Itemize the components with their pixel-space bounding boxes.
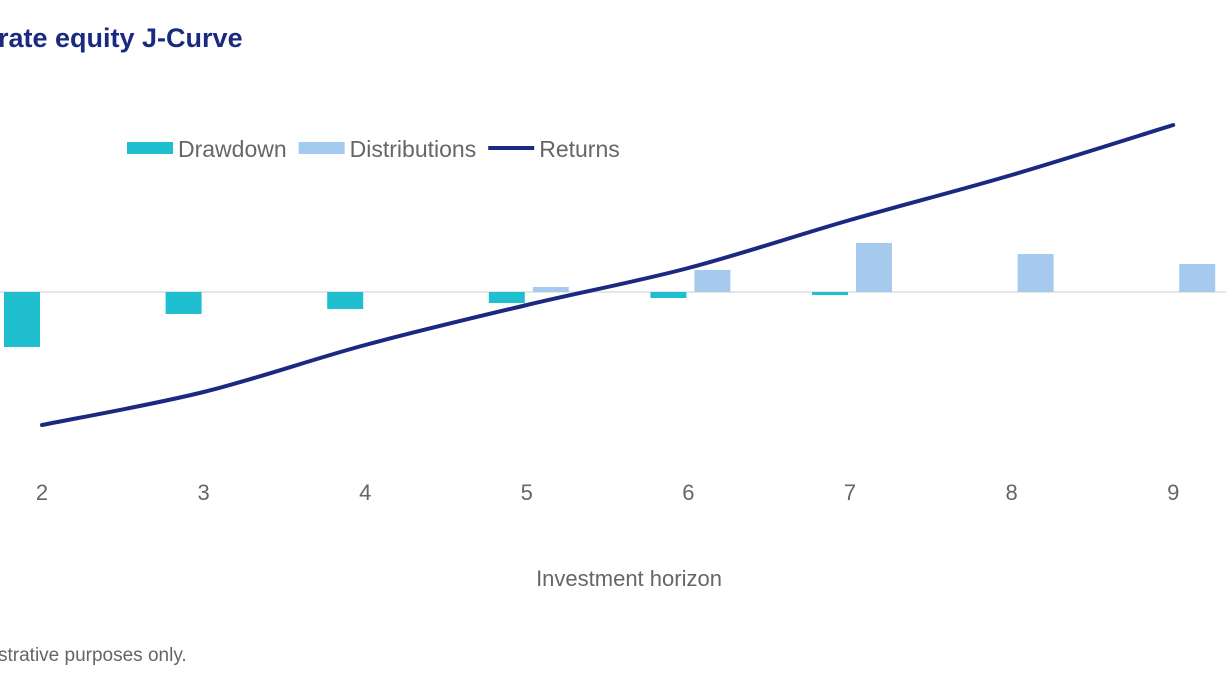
- x-tick-label: 8: [1005, 480, 1017, 505]
- bar: [650, 292, 687, 298]
- legend-label: Distributions: [350, 136, 477, 162]
- legend-label: Returns: [539, 136, 620, 162]
- legend-swatch: [127, 142, 173, 154]
- bar: [488, 292, 525, 303]
- legend-label: Drawdown: [178, 136, 287, 162]
- chart-title: rate equity J-Curve: [0, 23, 243, 53]
- bar: [1179, 264, 1216, 292]
- x-tick-label: 5: [521, 480, 533, 505]
- line: [40, 123, 1176, 427]
- bar: [532, 287, 569, 292]
- bar: [165, 292, 202, 314]
- bar: [812, 292, 848, 295]
- x-axis-label: Investment horizon: [536, 566, 722, 591]
- x-tick-label: 2: [36, 480, 48, 505]
- bar: [327, 292, 364, 309]
- x-tick-label: 4: [359, 480, 371, 505]
- bar: [1017, 254, 1054, 292]
- x-tick-label: 6: [682, 480, 694, 505]
- x-tick-label: 7: [844, 480, 856, 505]
- bar: [856, 243, 892, 292]
- legend-swatch: [298, 142, 345, 154]
- bar: [4, 292, 40, 347]
- x-tick-label: 9: [1167, 480, 1179, 505]
- bar: [694, 270, 731, 292]
- x-tick-label: 3: [197, 480, 209, 505]
- footnote: strative purposes only.: [0, 645, 187, 666]
